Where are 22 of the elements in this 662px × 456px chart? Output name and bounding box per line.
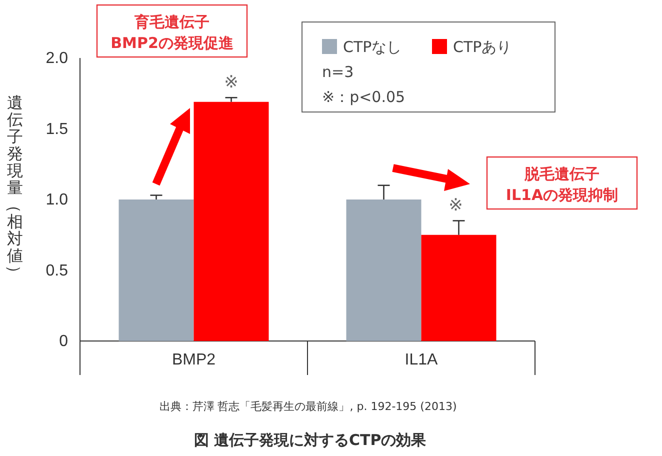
legend-label: CTPあり	[453, 38, 512, 56]
annotation: ※	[224, 72, 238, 93]
y-tick-label: 2.0	[46, 50, 68, 68]
y-tick-label: 0.5	[46, 262, 68, 280]
x-tick-label: BMP2	[172, 351, 216, 368]
annotation: n=3	[322, 63, 354, 81]
legend-label: CTPなし	[343, 38, 402, 56]
bar	[194, 102, 269, 341]
bar	[421, 234, 496, 341]
y-tick-label: 1.5	[46, 120, 68, 138]
text: 育毛遺伝子 BMP2の発現促進	[110, 13, 234, 52]
y-tick-label: 0	[59, 333, 68, 350]
x-tick-label: IL1A	[404, 351, 438, 368]
bar	[118, 200, 194, 341]
source-note: 出典：芹澤 哲志「毛髪再生の最前線」, p. 192-195 (2013)	[159, 400, 457, 413]
annotation: ※	[448, 196, 463, 216]
text: 遺伝子発現量（相対値）	[5, 93, 24, 281]
y-tick-label: 1.0	[46, 192, 68, 209]
annotation: ※：p<0.05	[322, 88, 406, 106]
annotation: 脱毛遺伝子 IL1Aの発現抑制	[506, 165, 618, 204]
text: 図 遺伝子発現に対するCTPの効果	[194, 431, 428, 449]
bar	[346, 200, 422, 341]
